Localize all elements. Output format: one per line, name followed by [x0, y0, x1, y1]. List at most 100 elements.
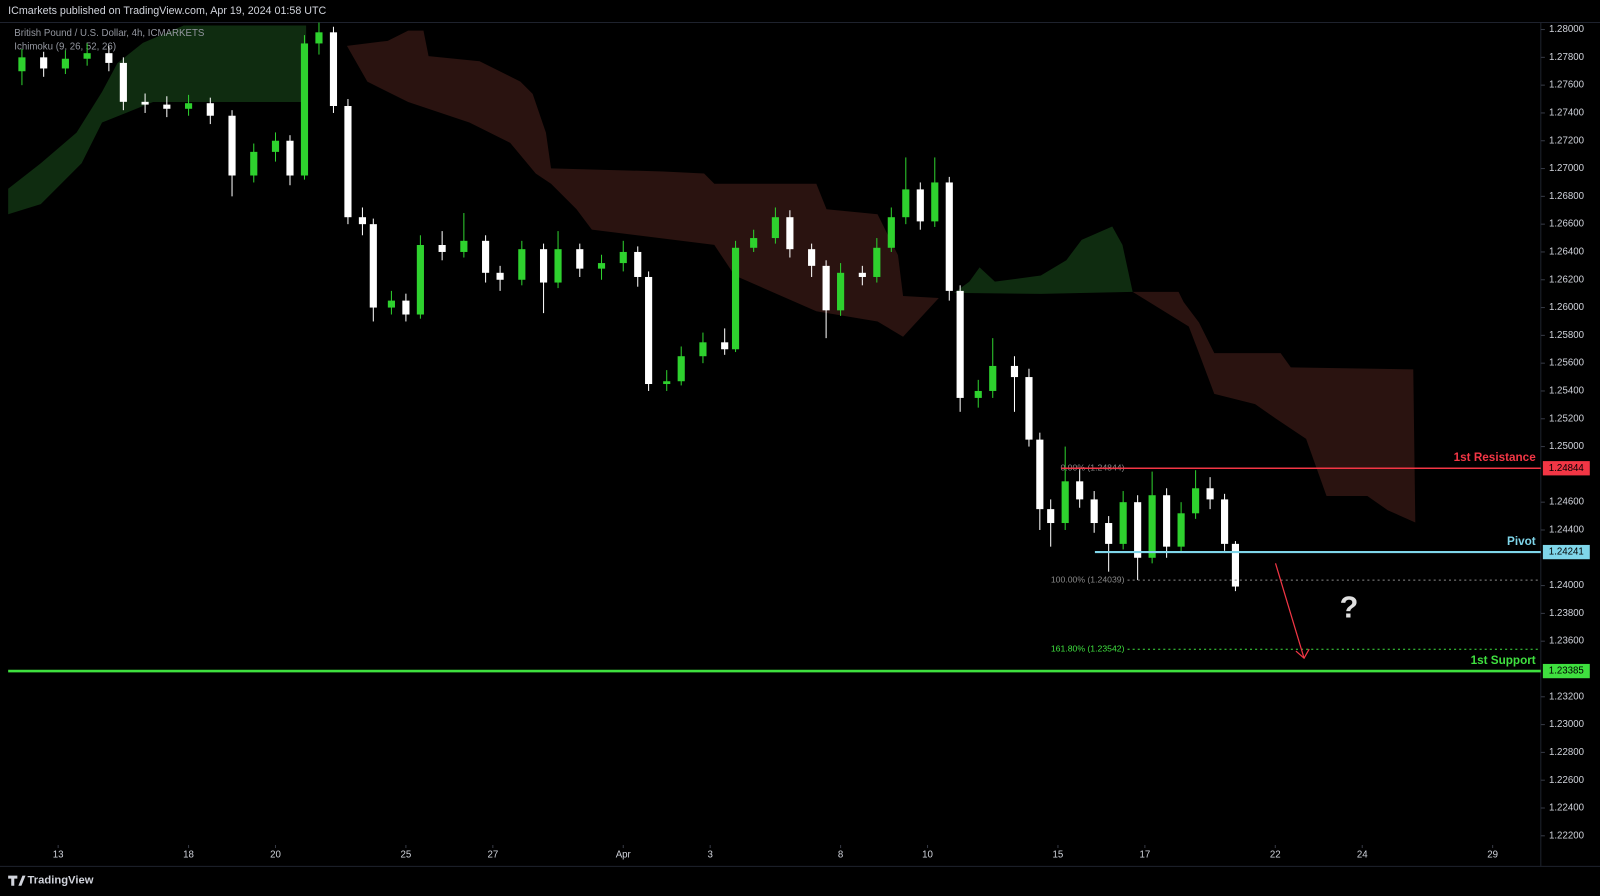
- level-price-label: 1.23385: [1549, 666, 1584, 677]
- candle-body: [300, 43, 309, 176]
- candle-body: [83, 53, 91, 59]
- candle-body: [597, 263, 606, 269]
- y-tick-label: 1.22600: [1549, 775, 1585, 786]
- x-tick-label: 29: [1487, 850, 1498, 861]
- cloud-bullish: [954, 226, 1133, 294]
- candle-body: [228, 115, 236, 176]
- level-price-box: [1542, 461, 1590, 476]
- level-label: Pivot: [1507, 535, 1536, 548]
- candle-body: [344, 105, 352, 218]
- candle-body: [387, 300, 395, 308]
- y-tick-label: 1.23200: [1549, 691, 1585, 702]
- candle-body: [989, 365, 997, 391]
- y-tick-label: 1.25000: [1549, 441, 1585, 452]
- candle-body: [184, 103, 193, 109]
- candle-body: [1163, 495, 1171, 547]
- candle-body: [902, 189, 910, 218]
- candle-body: [286, 140, 294, 176]
- y-tick-label: 1.26200: [1549, 274, 1585, 285]
- x-tick-label: 20: [270, 850, 281, 861]
- y-tick-label: 1.26800: [1549, 191, 1585, 202]
- candle-body: [61, 58, 69, 69]
- y-tick-label: 1.24600: [1549, 497, 1585, 508]
- candle-body: [1025, 377, 1033, 440]
- level-price-label: 1.24241: [1549, 547, 1584, 558]
- candle-body: [518, 249, 526, 280]
- y-tick-label: 1.22400: [1549, 803, 1585, 814]
- candle-body: [634, 251, 642, 277]
- candle-body: [329, 32, 338, 106]
- y-tick-label: 1.27400: [1549, 108, 1585, 119]
- level-price-label: 1.24844: [1549, 463, 1585, 474]
- candle-body: [416, 245, 424, 315]
- level-price-box: [1542, 544, 1590, 560]
- y-tick-label: 1.25800: [1549, 330, 1585, 341]
- candle-body: [916, 189, 924, 222]
- y-tick-label: 1.27800: [1549, 52, 1585, 63]
- y-tick-label: 1.24000: [1549, 580, 1585, 591]
- ichimoku-cloud: [8, 25, 1416, 523]
- candle-body: [873, 247, 881, 277]
- candle-body: [40, 57, 48, 69]
- cloud-bullish: [8, 25, 307, 215]
- candle-body: [206, 103, 214, 116]
- x-tick-label: Apr: [616, 850, 632, 861]
- candle-body: [771, 217, 779, 239]
- candle-body: [271, 140, 280, 152]
- candle-body: [1036, 439, 1044, 510]
- x-tick-label: 24: [1357, 850, 1368, 861]
- candle-body: [496, 272, 504, 280]
- level-label: 1st Resistance: [1454, 451, 1537, 464]
- candle-body: [750, 238, 758, 248]
- candle-body: [119, 62, 127, 102]
- y-tick-label: 1.27000: [1549, 163, 1585, 174]
- candle-body: [677, 356, 685, 382]
- candle-body: [141, 101, 149, 105]
- y-tick-label: 1.27200: [1549, 135, 1585, 146]
- plot-area: 1.28000 1.27800 1.27600 1.27400 1.27200 1.270…: [8, 22, 1590, 861]
- level-price-box: [1542, 663, 1590, 679]
- x-tick-label: 8: [838, 850, 843, 861]
- y-tick-label: 1.25600: [1549, 358, 1585, 369]
- candle-body: [931, 182, 939, 222]
- y-tick-label: 1.23000: [1549, 719, 1585, 730]
- y-tick-label: 1.27600: [1549, 80, 1585, 91]
- candle-body: [945, 182, 953, 291]
- cloud-bearish: [1132, 291, 1416, 523]
- footer-logo: TradingView: [8, 875, 94, 887]
- cloud-bearish: [346, 30, 939, 337]
- candle-body: [1231, 543, 1240, 587]
- candle-body: [358, 217, 367, 225]
- y-tick-label: 1.23800: [1549, 608, 1585, 619]
- x-tick-label: 27: [487, 850, 498, 861]
- candle-body: [663, 381, 671, 385]
- x-tick-label: 22: [1270, 850, 1281, 861]
- candle-body: [163, 104, 171, 109]
- candle-body: [808, 249, 816, 266]
- candle-body: [1192, 488, 1200, 514]
- candle-body: [887, 217, 895, 248]
- candle-body: [1047, 509, 1055, 524]
- y-tick-label: 1.24400: [1549, 525, 1585, 536]
- x-tick-label: 13: [53, 850, 64, 861]
- candle-body: [1134, 502, 1142, 558]
- candle-body: [974, 390, 982, 398]
- x-tick-label: 10: [922, 850, 933, 861]
- candle-body: [250, 151, 258, 176]
- x-tick-label: 15: [1053, 850, 1064, 861]
- candle-body: [1061, 481, 1069, 524]
- candle-body: [1090, 499, 1098, 524]
- candle-body: [786, 217, 794, 250]
- candle-body: [1177, 513, 1185, 547]
- y-tick-label: 1.25200: [1549, 413, 1585, 424]
- candle-body: [619, 251, 627, 264]
- candle-body: [1076, 481, 1084, 500]
- fib-label: 100.00% (1.24039): [1051, 574, 1125, 584]
- indicator-legend: Ichimoku (9, 26, 52, 26): [14, 42, 116, 53]
- candle-body: [699, 342, 707, 357]
- annotation: ?: [1340, 590, 1359, 624]
- y-tick-label: 1.26600: [1549, 219, 1585, 230]
- candle-body: [1221, 499, 1229, 544]
- candle-body: [539, 249, 548, 283]
